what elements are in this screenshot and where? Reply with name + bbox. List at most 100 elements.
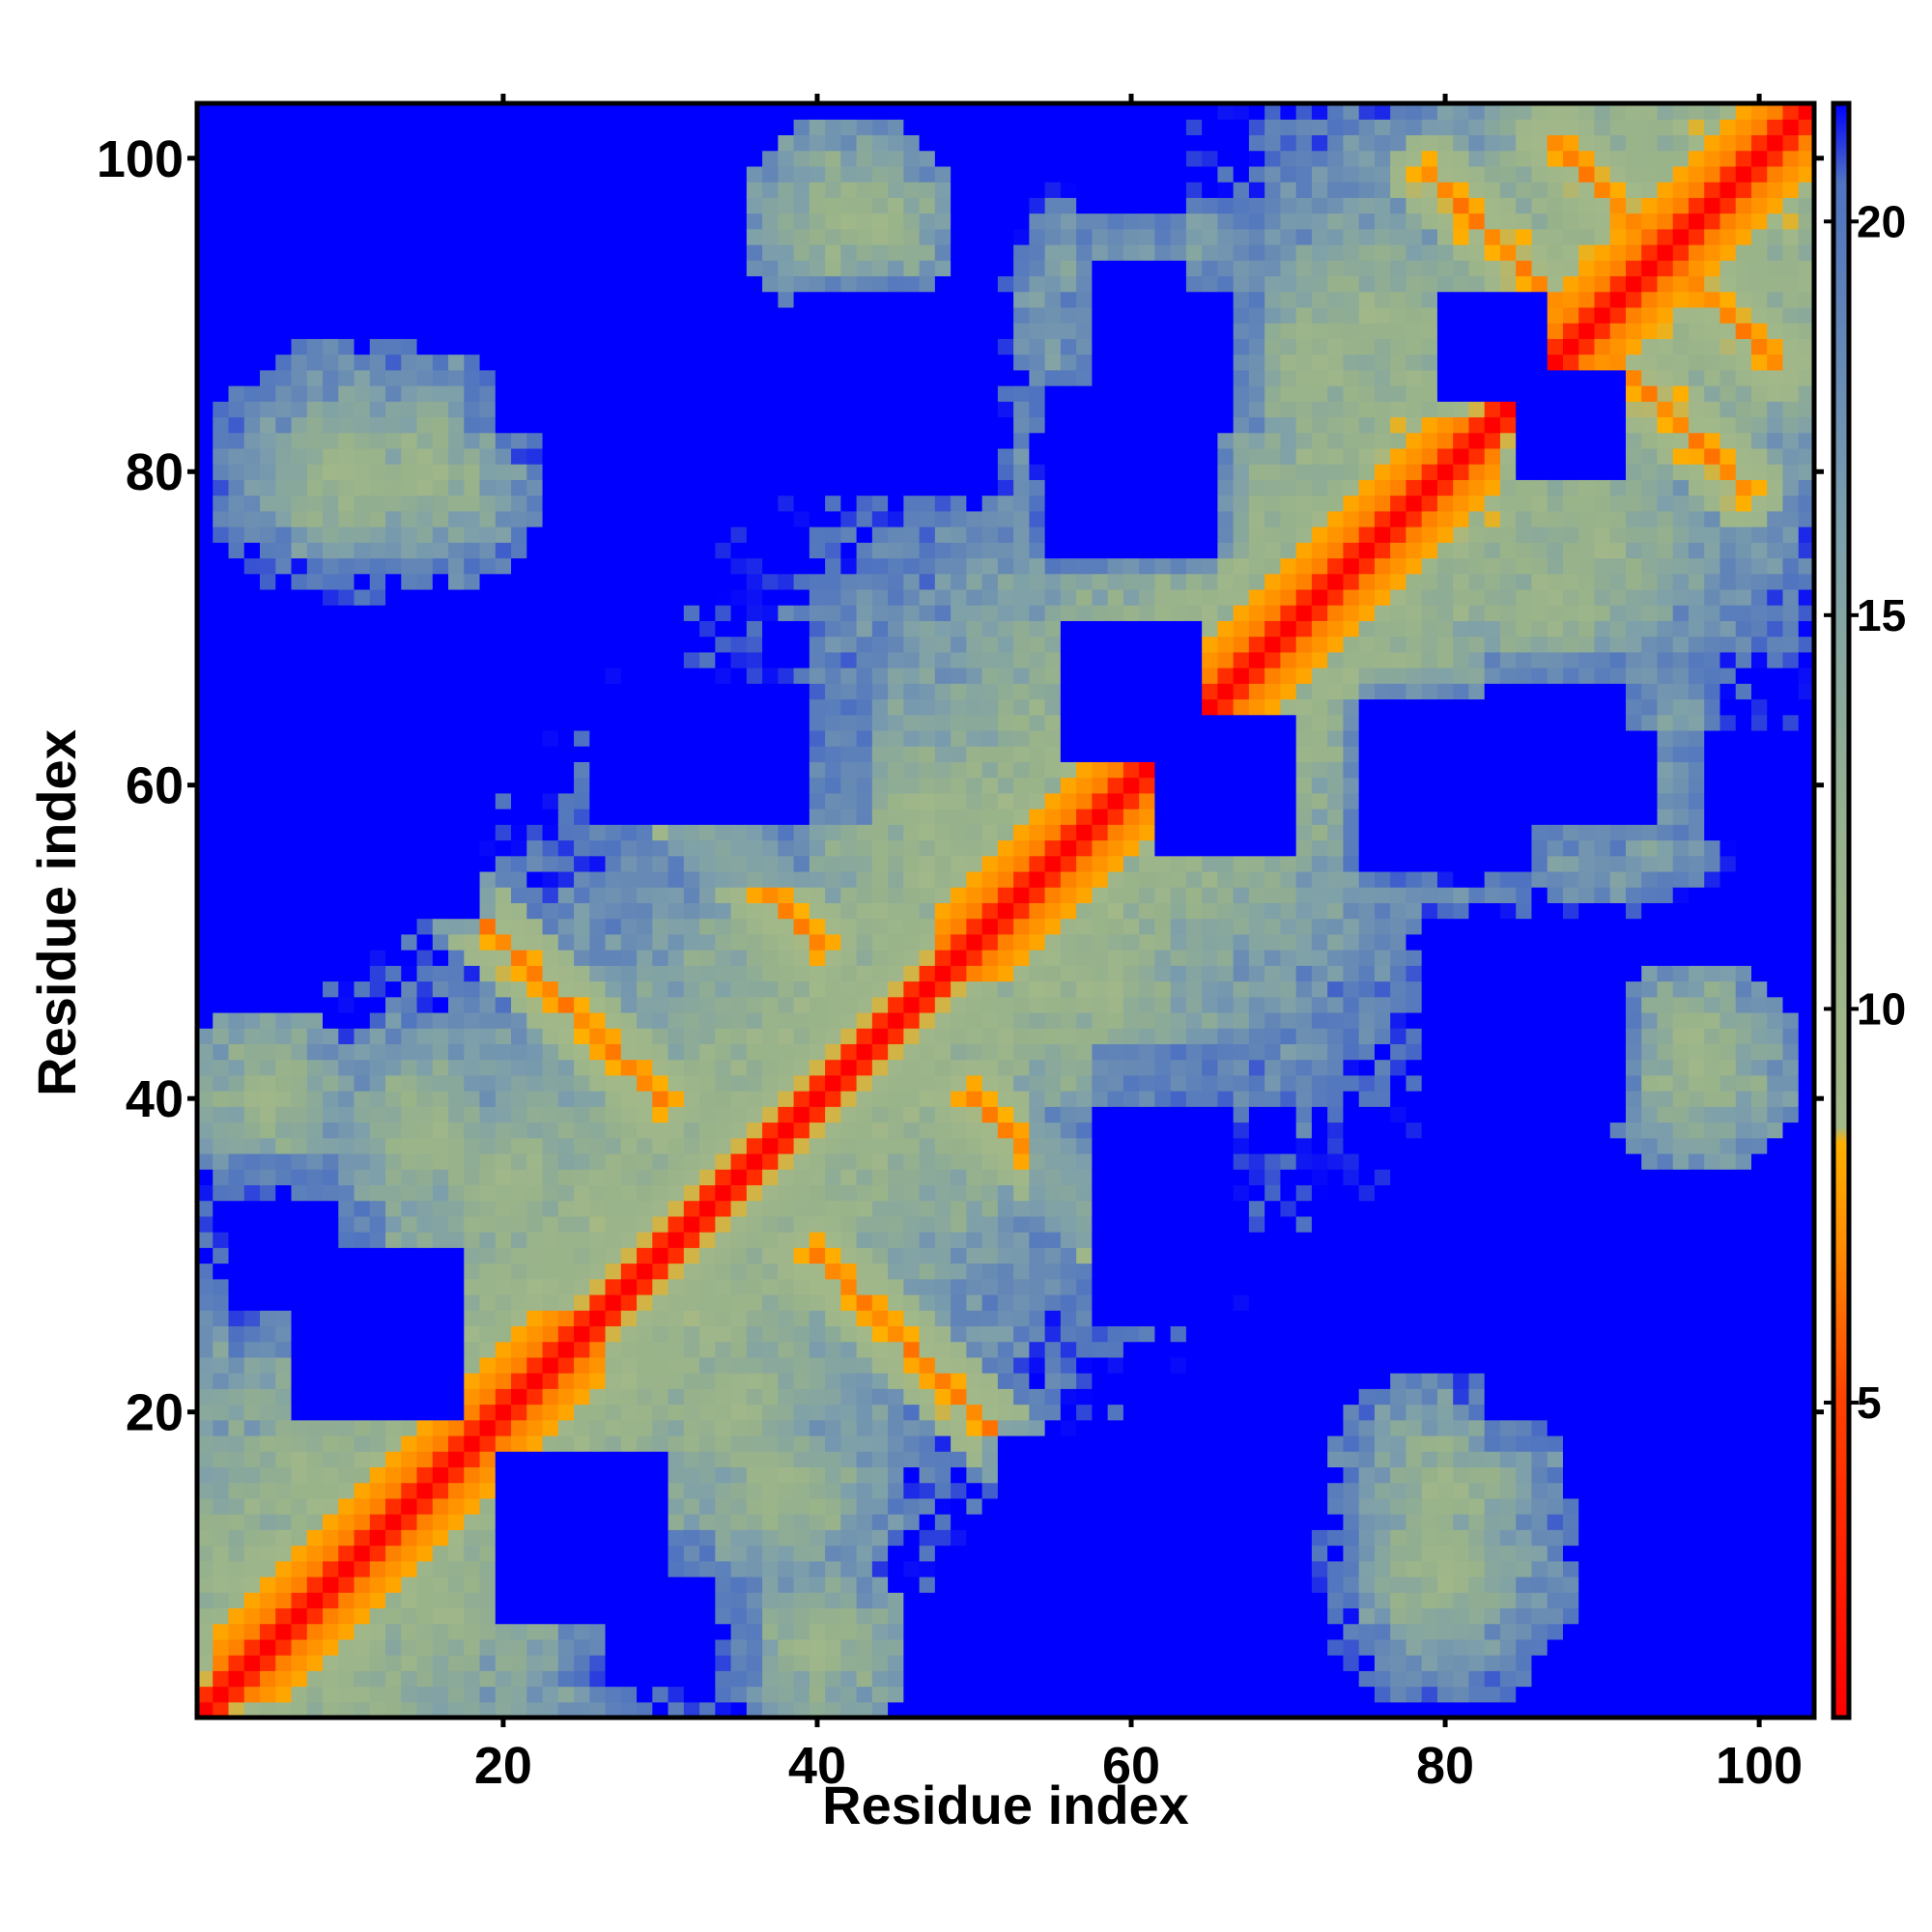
heatmap-cell	[557, 1091, 575, 1107]
heatmap-cell	[793, 119, 810, 136]
heatmap-cell	[683, 338, 700, 355]
heatmap-cell	[464, 668, 481, 684]
heatmap-cell	[574, 369, 590, 386]
heatmap-cell	[778, 213, 795, 230]
heatmap-cell	[369, 918, 386, 935]
heatmap-cell	[354, 824, 371, 841]
heatmap-cell	[746, 323, 763, 339]
heatmap-cell	[416, 1184, 434, 1202]
heatmap-cell	[385, 887, 402, 903]
heatmap-cell	[526, 1152, 544, 1170]
heatmap-cell	[557, 809, 575, 825]
heatmap-cell	[934, 620, 952, 638]
heatmap-cell	[762, 1074, 779, 1092]
heatmap-cell	[275, 1514, 293, 1530]
heatmap-cell	[416, 542, 434, 559]
heatmap-cell	[934, 338, 952, 355]
heatmap-cell	[903, 1435, 921, 1452]
heatmap-cell	[401, 103, 418, 120]
heatmap-cell	[464, 150, 481, 167]
heatmap-cell	[589, 1200, 607, 1217]
heatmap-cell	[715, 1592, 732, 1609]
heatmap-cell	[338, 761, 355, 779]
heatmap-cell	[495, 1247, 512, 1264]
heatmap-cell	[637, 683, 653, 700]
heatmap-cell	[323, 1169, 339, 1185]
heatmap-cell	[526, 1576, 544, 1593]
heatmap-cell	[574, 1043, 590, 1061]
heatmap-cell	[416, 1701, 434, 1719]
heatmap-cell	[511, 809, 527, 825]
heatmap-cell	[605, 1091, 622, 1107]
heatmap-cell	[464, 495, 481, 512]
heatmap-cell	[213, 636, 230, 653]
heatmap-cell	[699, 510, 716, 527]
heatmap-cell	[683, 150, 700, 167]
heatmap-cell	[495, 1514, 512, 1530]
heatmap-cell	[903, 1514, 921, 1530]
heatmap-cell	[338, 447, 355, 465]
heatmap-cell	[809, 385, 826, 402]
heatmap-cell	[228, 809, 245, 825]
heatmap-cell	[557, 557, 575, 575]
heatmap-cell	[919, 150, 936, 167]
heatmap-cell	[809, 401, 826, 418]
heatmap-cell	[448, 275, 465, 293]
heatmap-cell	[919, 338, 936, 355]
heatmap-cell	[730, 933, 748, 951]
heatmap-cell	[228, 1451, 245, 1468]
heatmap-cell	[793, 870, 810, 888]
heatmap-cell	[888, 918, 904, 935]
heatmap-cell	[888, 495, 904, 512]
heatmap-cell	[243, 275, 261, 293]
heatmap-cell	[730, 323, 748, 339]
heatmap-cell	[526, 839, 544, 857]
heatmap-cell	[432, 1592, 449, 1609]
heatmap-cell	[197, 1497, 213, 1515]
heatmap-cell	[715, 369, 732, 386]
heatmap-cell	[338, 401, 355, 418]
heatmap-cell	[243, 1655, 261, 1671]
heatmap-cell	[871, 950, 889, 966]
heatmap-cell	[637, 401, 653, 418]
heatmap-cell	[354, 651, 371, 668]
heatmap-cell	[275, 1043, 293, 1061]
heatmap-cell	[637, 668, 653, 684]
heatmap-cell	[213, 1638, 230, 1656]
heatmap-cell	[778, 323, 795, 339]
heatmap-cell	[354, 134, 371, 152]
heatmap-cell	[479, 1607, 497, 1625]
heatmap-cell	[637, 1576, 653, 1593]
heatmap-cell	[416, 965, 434, 982]
heatmap-cell	[715, 1152, 732, 1170]
heatmap-cell	[323, 870, 339, 888]
heatmap-cell	[385, 1310, 402, 1327]
heatmap-cell	[416, 1373, 434, 1389]
heatmap-cell	[557, 1514, 575, 1530]
heatmap-cell	[699, 385, 716, 402]
heatmap-cell	[668, 526, 685, 543]
heatmap-cell	[951, 1435, 967, 1452]
heatmap-cell	[416, 1043, 434, 1061]
heatmap-cell	[401, 369, 418, 386]
heatmap-cell	[260, 1137, 276, 1154]
heatmap-cell	[620, 260, 638, 277]
heatmap-cell	[825, 416, 841, 434]
heatmap-cell	[699, 651, 716, 668]
heatmap-cell	[448, 1152, 465, 1170]
heatmap-cell	[903, 651, 921, 668]
heatmap-cell	[699, 809, 716, 825]
heatmap-cell	[934, 996, 952, 1013]
heatmap-cell	[605, 1701, 622, 1719]
heatmap-cell	[306, 605, 324, 621]
heatmap-cell	[354, 464, 371, 480]
heatmap-cell	[605, 620, 622, 638]
heatmap-cell	[323, 369, 339, 386]
heatmap-cell	[197, 1247, 213, 1264]
heatmap-cell	[401, 1356, 418, 1374]
heatmap-cell	[275, 1325, 293, 1343]
heatmap-cell	[401, 134, 418, 152]
heatmap-cell	[778, 1200, 795, 1217]
heatmap-cell	[574, 1137, 590, 1154]
heatmap-cell	[888, 165, 904, 183]
